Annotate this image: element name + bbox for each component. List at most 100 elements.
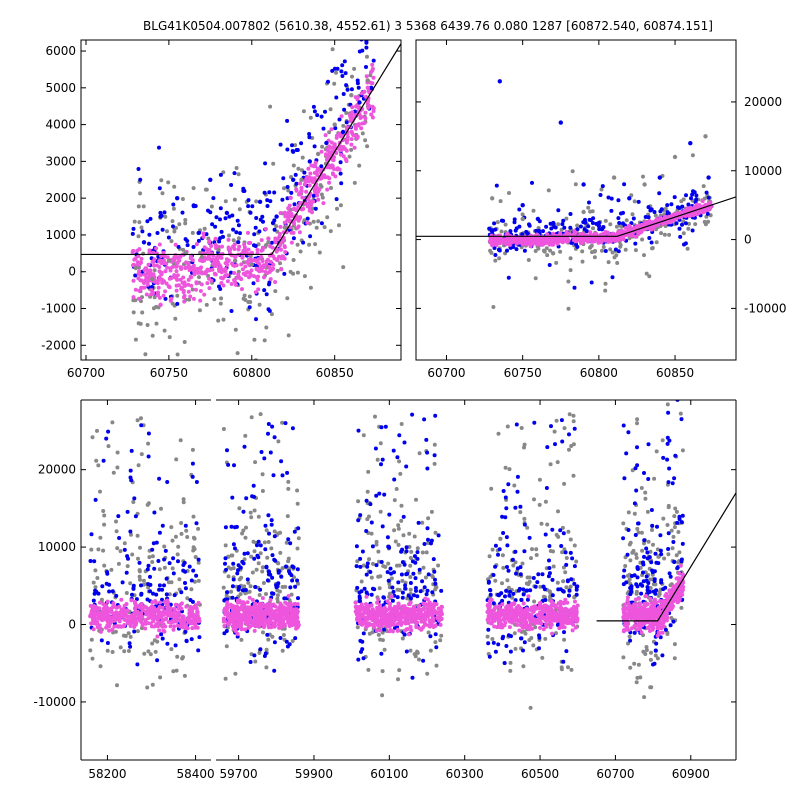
- point-grey: [102, 563, 107, 568]
- point-grey: [420, 550, 425, 555]
- point-blue: [390, 585, 395, 590]
- point-grey: [575, 223, 580, 228]
- point-grey: [556, 222, 561, 227]
- point-blue: [706, 175, 711, 180]
- point-pink: [243, 264, 248, 269]
- point-pink: [142, 604, 147, 609]
- data-points: [221, 400, 736, 710]
- point-grey: [191, 548, 196, 553]
- point-grey: [571, 473, 576, 478]
- point-blue: [231, 542, 236, 547]
- point-blue: [691, 189, 695, 194]
- point-grey: [282, 225, 288, 230]
- point-blue: [106, 429, 111, 434]
- point-grey: [115, 465, 120, 470]
- point-blue: [229, 183, 234, 187]
- point-grey: [160, 362, 164, 366]
- point-pink: [516, 236, 521, 241]
- point-grey: [413, 654, 418, 659]
- point-pink: [375, 600, 380, 605]
- point-grey: [159, 506, 163, 511]
- point-pink: [327, 180, 332, 185]
- point-pink: [292, 221, 297, 226]
- point-pink: [237, 244, 242, 249]
- point-pink: [157, 242, 162, 247]
- point-blue: [213, 224, 218, 229]
- point-grey: [264, 592, 268, 596]
- point-pink: [509, 235, 514, 239]
- point-grey: [192, 536, 197, 541]
- point-grey: [615, 261, 620, 265]
- point-pink: [371, 75, 376, 80]
- point-grey: [252, 549, 257, 554]
- point-grey: [256, 242, 261, 247]
- point-blue: [341, 92, 346, 96]
- point-pink: [97, 606, 102, 611]
- point-blue: [262, 456, 267, 461]
- point-grey: [603, 218, 608, 223]
- point-grey: [115, 683, 119, 688]
- point-grey: [396, 677, 400, 682]
- point-blue: [305, 216, 310, 221]
- point-pink: [202, 245, 207, 250]
- point-pink: [362, 89, 367, 94]
- point-pink: [147, 248, 152, 253]
- point-blue: [127, 641, 132, 646]
- point-grey: [96, 547, 101, 552]
- point-blue: [232, 171, 237, 176]
- point-pink: [248, 240, 253, 245]
- point-blue: [269, 522, 274, 527]
- point-blue: [163, 548, 168, 553]
- point-pink: [158, 611, 162, 616]
- point-grey: [630, 212, 635, 217]
- point-pink: [113, 617, 118, 622]
- point-grey: [152, 295, 157, 300]
- point-blue: [93, 497, 98, 502]
- point-grey: [378, 509, 383, 514]
- point-blue: [235, 218, 240, 223]
- point-blue: [508, 229, 513, 234]
- point-blue: [236, 240, 241, 245]
- point-grey: [243, 535, 248, 540]
- point-blue: [285, 147, 290, 152]
- point-blue: [183, 586, 188, 591]
- point-blue: [159, 632, 164, 637]
- point-pink: [363, 110, 368, 115]
- point-blue: [358, 564, 363, 569]
- point-pink: [128, 618, 133, 623]
- point-blue: [404, 464, 409, 469]
- point-pink: [119, 597, 124, 602]
- point-blue: [180, 210, 185, 215]
- point-grey: [276, 439, 281, 444]
- point-pink: [207, 247, 212, 252]
- point-pink: [166, 284, 172, 289]
- point-grey: [221, 427, 226, 431]
- point-pink: [316, 197, 321, 202]
- point-grey: [564, 556, 569, 560]
- point-grey: [258, 412, 263, 417]
- point-pink: [148, 621, 153, 626]
- point-pink: [260, 596, 265, 601]
- point-pink: [112, 614, 117, 619]
- point-pink: [278, 231, 282, 236]
- point-pink: [358, 621, 363, 626]
- point-pink: [403, 621, 408, 626]
- point-blue: [326, 79, 330, 84]
- point-grey: [196, 578, 201, 583]
- point-pink: [228, 602, 233, 607]
- point-blue: [227, 214, 232, 219]
- point-blue: [122, 547, 127, 552]
- point-grey: [232, 197, 237, 202]
- point-blue: [284, 639, 289, 644]
- point-blue: [157, 587, 162, 592]
- point-pink: [158, 270, 163, 275]
- point-pink: [101, 606, 106, 611]
- point-blue: [415, 556, 420, 561]
- point-grey: [190, 230, 195, 235]
- point-blue: [259, 450, 264, 454]
- point-pink: [89, 609, 94, 614]
- point-blue: [505, 248, 509, 253]
- point-grey: [532, 497, 536, 502]
- y-tick-label: 10000: [744, 164, 782, 178]
- point-blue: [160, 523, 165, 528]
